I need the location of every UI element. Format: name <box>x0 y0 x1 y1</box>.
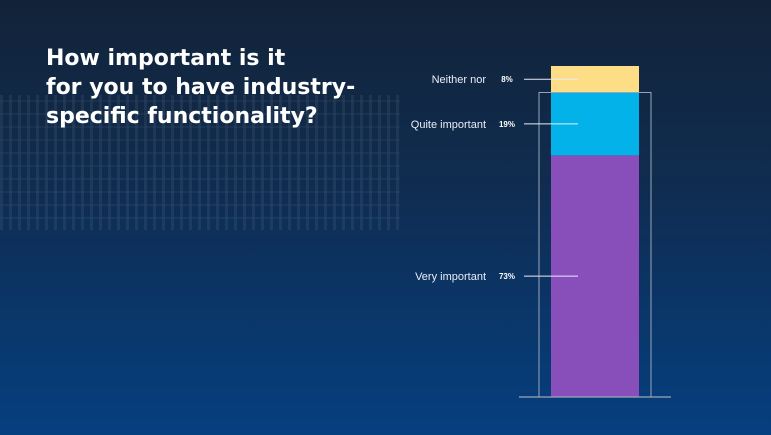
category-label-2: Neither nor <box>432 74 487 86</box>
segment-labels: Very important 73% Quite important 19% Neith… <box>411 74 578 283</box>
bar-segments <box>551 66 639 397</box>
category-label-1: Quite important <box>411 119 486 131</box>
category-label-0: Very important <box>415 271 486 283</box>
background-texture <box>0 95 400 230</box>
title-line-2: for you to have industry- <box>46 75 356 100</box>
value-label-1: 19% <box>499 120 515 129</box>
chart-title: How important is it for you to have indu… <box>46 44 386 131</box>
title-line-3: specific functionality? <box>46 104 318 129</box>
title-line-1: How important is it <box>46 46 286 71</box>
value-label-0: 73% <box>499 272 515 281</box>
value-label-2: 8% <box>501 75 513 84</box>
